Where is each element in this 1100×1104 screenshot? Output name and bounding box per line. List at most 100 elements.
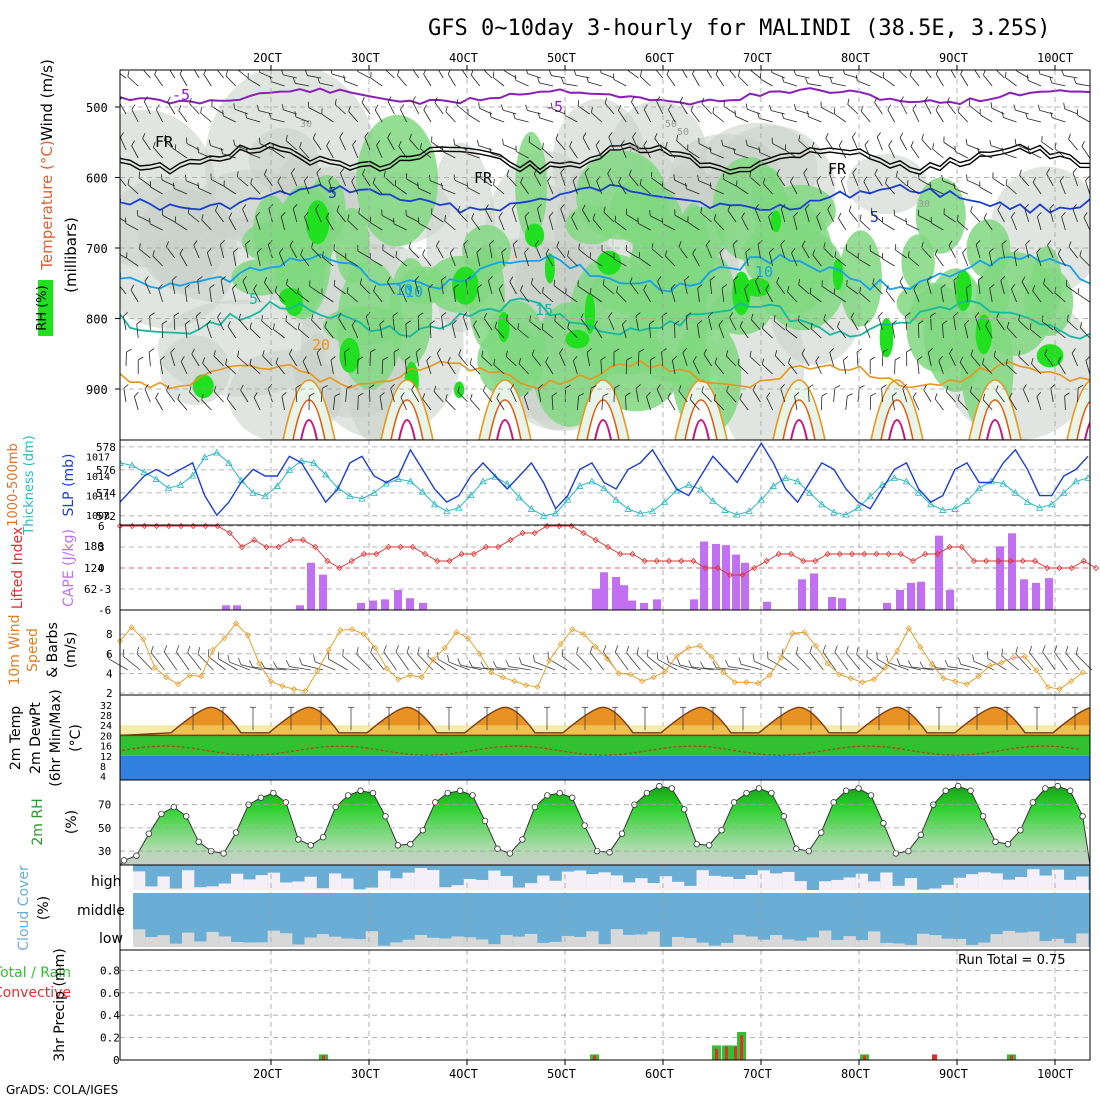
cloud-high-bar (550, 881, 562, 890)
rh-point (943, 788, 949, 794)
date-label-top: 3OCT (351, 51, 380, 65)
contour-label: FR (828, 160, 847, 178)
date-label-top: 2OCT (253, 51, 282, 65)
y-tick-label: 700 (86, 242, 108, 256)
cloud-low-bar (341, 938, 353, 947)
date-label-bottom: 4OCT (449, 1067, 478, 1081)
rh-point (619, 831, 625, 837)
precip-tick-label: 0.6 (100, 987, 120, 1000)
upper-label-rh: RH (%) (35, 285, 50, 330)
cloud-low-bar (758, 940, 770, 947)
rh-point (881, 820, 887, 826)
contour-label: -5 (172, 86, 190, 104)
cloud-high-bar (231, 874, 243, 890)
rh-point (271, 790, 277, 796)
cloud-low-bar (574, 937, 586, 947)
cloud-high-bar (844, 877, 856, 890)
cloud-low-bar (378, 946, 390, 947)
cloud-middle-label: middle (77, 903, 125, 919)
cloud-high-bar (366, 888, 378, 890)
wind-barb (1090, 393, 1096, 410)
rh-point (545, 793, 551, 799)
cloud-high-bar (525, 883, 537, 890)
rh-point (159, 811, 165, 817)
cloud-high-bar (488, 871, 500, 890)
rh-point (644, 790, 650, 796)
cape-bar (1020, 579, 1028, 610)
rh-plot-area (120, 783, 1090, 865)
rh-point (706, 842, 712, 848)
slp-tick-label: 1017 (86, 452, 110, 463)
cloud-high-bar (574, 871, 586, 890)
rh-label-1: 2m RH (30, 798, 46, 845)
cloud-low-bar (819, 931, 831, 947)
rh-point (233, 830, 239, 836)
slp-label-thickness-layer: 1000-500mb (6, 443, 21, 527)
rh-shade-bright (833, 258, 844, 290)
rh-point (1043, 786, 1049, 792)
cape-label-li: Lifted Index (10, 527, 26, 609)
cloud-high-bar (684, 886, 696, 890)
wind-label-4: (m/s) (63, 632, 79, 669)
cloud-high-bar (954, 878, 966, 890)
cloud-high-bar (599, 872, 611, 890)
cloud-high-bar (856, 874, 868, 890)
date-label-top: 10OCT (1037, 51, 1073, 65)
rh-point (669, 786, 675, 792)
cloud-high-bar (305, 877, 317, 890)
cape-label-cape: CAPE (J/kg) (61, 529, 77, 607)
cape-bar (996, 546, 1004, 610)
cloud-low-bar (562, 936, 574, 947)
cape-tick-label: 186 (84, 540, 104, 553)
precip-convective-bar (740, 1035, 743, 1060)
cloud-high-bar (329, 873, 341, 890)
precip-convective-bar (932, 1054, 937, 1060)
y-tick-label: 500 (86, 101, 108, 115)
wind-label-2: Speed (25, 628, 41, 672)
surface-wind-barb (654, 652, 680, 670)
cloud-low-bar (403, 940, 415, 947)
cloud-high-bar (280, 883, 292, 890)
cape-bar (828, 597, 836, 610)
cape-bar (357, 603, 365, 610)
cloud-high-bar (415, 868, 427, 890)
cloud-high-bar (893, 886, 905, 890)
cloud-high-bar (562, 872, 574, 890)
surface-wind-barb (844, 646, 865, 670)
cape-bar (935, 536, 943, 610)
cloud-low-bar (280, 933, 292, 947)
cape-bar (406, 598, 414, 610)
cloud-high-bar (170, 889, 182, 890)
cloud-low-bar (1027, 932, 1039, 947)
contour-label: 5 (328, 184, 337, 202)
rh-shade-green (839, 230, 882, 326)
surface-wind-barb (354, 647, 376, 670)
rh-point (955, 783, 961, 789)
cloud-high-bar (1040, 876, 1052, 890)
rh-shade-bright (339, 338, 359, 373)
cape-bar (896, 590, 904, 610)
rh-point (1080, 813, 1086, 819)
cloud-low-bar (966, 945, 978, 947)
cape-bar (628, 601, 636, 610)
cloud-low-bar (929, 935, 941, 947)
cape-bar (741, 563, 749, 610)
cloud-high-bar (966, 874, 978, 890)
cape-tick-label: 124 (84, 562, 104, 575)
cloud-low-bar (856, 940, 868, 947)
cape-bar (307, 563, 315, 610)
contour-label: 20 (312, 336, 330, 354)
date-label-top: 5OCT (547, 51, 576, 65)
rh-point (769, 790, 775, 796)
cloud-low-label: low (99, 931, 123, 947)
rh-point (358, 788, 364, 794)
cloud-low-bar (329, 937, 341, 947)
cloud-low-bar (158, 935, 170, 947)
cloud-low-bar (746, 936, 758, 947)
surface-wind-barb (162, 645, 182, 670)
